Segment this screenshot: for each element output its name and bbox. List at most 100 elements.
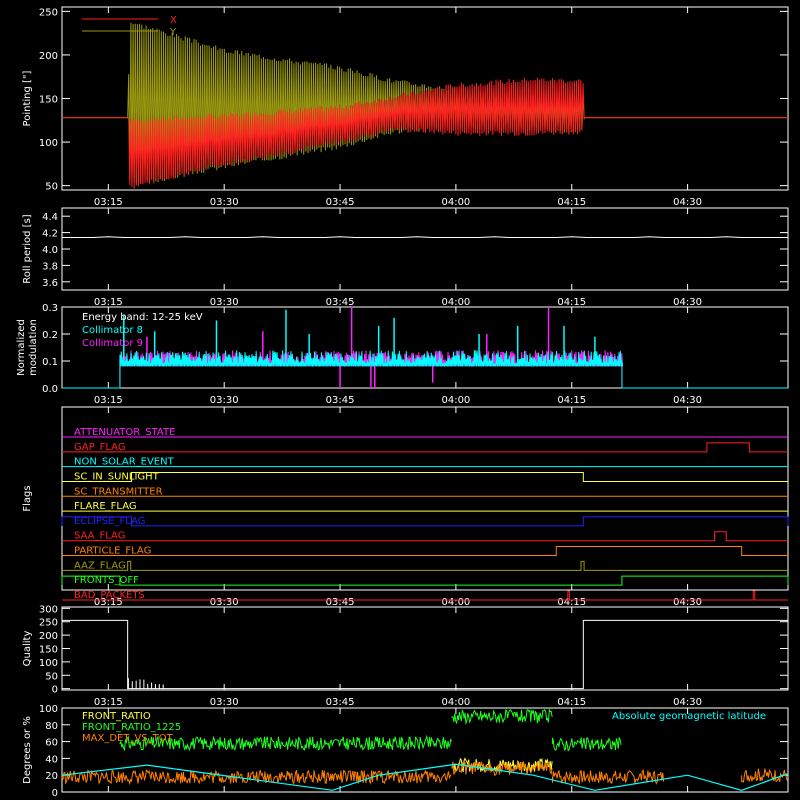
- series-segment: [451, 708, 553, 725]
- x-tick-label: 04:30: [673, 597, 702, 608]
- x-tick-label: 04:15: [557, 297, 586, 308]
- flags-panel: 03:15 03:30 03:45 04:00 04:15 04:30 Flags ATTEN…: [22, 406, 789, 608]
- y-tick-label: 4.4: [42, 212, 58, 223]
- y-axis-label: Pointing ["]: [22, 70, 33, 126]
- flag-label: AAZ_FLAG: [74, 560, 126, 571]
- y-tick-label: 300: [39, 604, 58, 615]
- legend-label: FRONT_RATIO_1225: [82, 722, 181, 733]
- pointing-panel: 03:15 03:30 03:45 04:00 04:15 04:30 50 100 150 20…: [22, 6, 789, 208]
- y-tick-label: 100: [39, 138, 58, 149]
- y-tick-label: 20: [45, 771, 58, 782]
- y-tick-label: 4.2: [42, 229, 58, 240]
- y-tick-label: 50: [45, 182, 58, 193]
- legend-label: MAX_DET_VS_TOT: [82, 733, 174, 744]
- plot-frame: [61, 406, 789, 591]
- x-tick-label: 04:15: [557, 395, 586, 406]
- x-tick-label: 04:00: [441, 297, 470, 308]
- x-tick-label: 04:30: [673, 297, 702, 308]
- modulation-panel: 03:15 03:30 03:45 04:00 04:15 04:30 0.0 0.1 0.2 0…: [16, 303, 789, 406]
- x-tick-label: 03:45: [326, 297, 355, 308]
- series-line: [62, 350, 788, 389]
- quality-line: [62, 619, 788, 690]
- legend-label: Y: [169, 27, 177, 38]
- flag-line: [61, 516, 789, 527]
- y-tick-label: 4.0: [42, 245, 58, 256]
- x-tick-label: 04:00: [441, 395, 470, 406]
- y-axis-label: Roll period [s]: [22, 214, 33, 283]
- flag-line: [62, 442, 788, 453]
- ratios-panel: 0 20 40 60 80 100 Degrees or % FRONT_RATIOFRONT…: [22, 704, 789, 799]
- x-tick-label: 04:15: [557, 597, 586, 608]
- series-segment: [741, 768, 788, 783]
- flag-label: ECLIPSE_FLAG: [74, 516, 145, 527]
- series-segment: [61, 769, 452, 786]
- x-tick-label: 03:45: [326, 697, 355, 708]
- x-tick-label: 03:15: [94, 297, 123, 308]
- series-segment: [551, 769, 665, 785]
- y-tick-label: 200: [39, 631, 58, 642]
- y-tick-label: 100: [39, 658, 58, 669]
- y-tick-label: 0.1: [42, 357, 58, 368]
- x-tick-label: 04:30: [673, 395, 702, 406]
- x-tick-label: 03:15: [94, 597, 123, 608]
- x-tick-label: 03:30: [210, 395, 239, 406]
- x-tick-label: 04:15: [557, 197, 586, 208]
- x-tick-label: 03:30: [210, 197, 239, 208]
- plot-frame: [61, 207, 789, 291]
- flag-line: [61, 575, 789, 586]
- y-tick-label: 0.2: [42, 330, 58, 341]
- flag-label: FLARE_FLAG: [74, 501, 137, 512]
- y-axis-label: modulation: [28, 319, 39, 376]
- legend-label: Collimator 9: [82, 338, 143, 349]
- y-tick-label: 60: [45, 738, 58, 749]
- y-tick-label: 3.8: [42, 261, 58, 272]
- x-tick-label: 04:30: [673, 197, 702, 208]
- roll-period-panel: 03:15 03:30 03:45 04:00 04:15 04:30 3.6 3.8 4.0 4…: [22, 207, 789, 308]
- y-tick-label: 200: [39, 51, 58, 62]
- y-axis-label: Quality: [22, 631, 33, 667]
- flag-line: [62, 471, 788, 482]
- y-tick-label: 50: [45, 671, 58, 682]
- x-tick-label: 04:00: [441, 197, 470, 208]
- plot-frame: [61, 606, 789, 691]
- y-tick-label: 150: [39, 95, 58, 106]
- y-axis-label: Degrees or %: [22, 716, 33, 784]
- x-tick-label: 03:15: [94, 197, 123, 208]
- x-tick-label: 03:30: [210, 297, 239, 308]
- y-tick-label: 0.3: [42, 303, 58, 314]
- quality-panel: 03:15 03:30 03:45 04:00 04:15 04:30 0 50 100 150 2…: [22, 604, 789, 708]
- y-axis-label: Normalized: [16, 319, 27, 376]
- y-tick-label: 0.0: [42, 384, 58, 395]
- plot-frame: [61, 707, 789, 793]
- flag-label: NON_SOLAR_EVENT: [74, 457, 175, 468]
- legend-label: FRONT_RATIO: [82, 711, 151, 722]
- flag-label: FRONTS_OFF: [74, 575, 139, 586]
- flag-label: SC_IN_SUNLIGHT: [74, 471, 160, 482]
- y-tick-label: 80: [45, 721, 58, 732]
- flag-label: GAP_FLAG: [74, 442, 126, 453]
- flag-line: [62, 560, 788, 571]
- y-tick-label: 3.6: [42, 278, 58, 289]
- flag-label: BAD_PACKETS: [74, 590, 145, 601]
- flag-line: [62, 546, 788, 557]
- series-segment: [451, 757, 553, 773]
- geomagnetic-latitude-label: Absolute geomagnetic latitude: [612, 711, 766, 722]
- series-segment: [551, 736, 622, 752]
- x-tick-label: 04:00: [441, 597, 470, 608]
- roll-period-line: [62, 236, 788, 239]
- plot-frame: [61, 306, 789, 389]
- x-tick-label: 04:15: [557, 697, 586, 708]
- energy-band-label: Energy band: 12-25 keV: [82, 312, 203, 323]
- x-tick-label: 03:30: [210, 597, 239, 608]
- legend-label: X: [170, 15, 177, 26]
- x-tick-label: 03:45: [326, 597, 355, 608]
- series-x-line: [62, 77, 788, 189]
- flag-label: PARTICLE_FLAG: [74, 546, 151, 557]
- flag-label: SC_TRANSMITTER: [74, 486, 163, 497]
- x-tick-label: 03:45: [326, 197, 355, 208]
- flag-label: SAA_FLAG: [74, 531, 125, 542]
- y-tick-label: 250: [39, 618, 58, 629]
- y-tick-label: 0: [52, 685, 58, 696]
- flag-label: ATTENUATOR_STATE: [74, 427, 175, 438]
